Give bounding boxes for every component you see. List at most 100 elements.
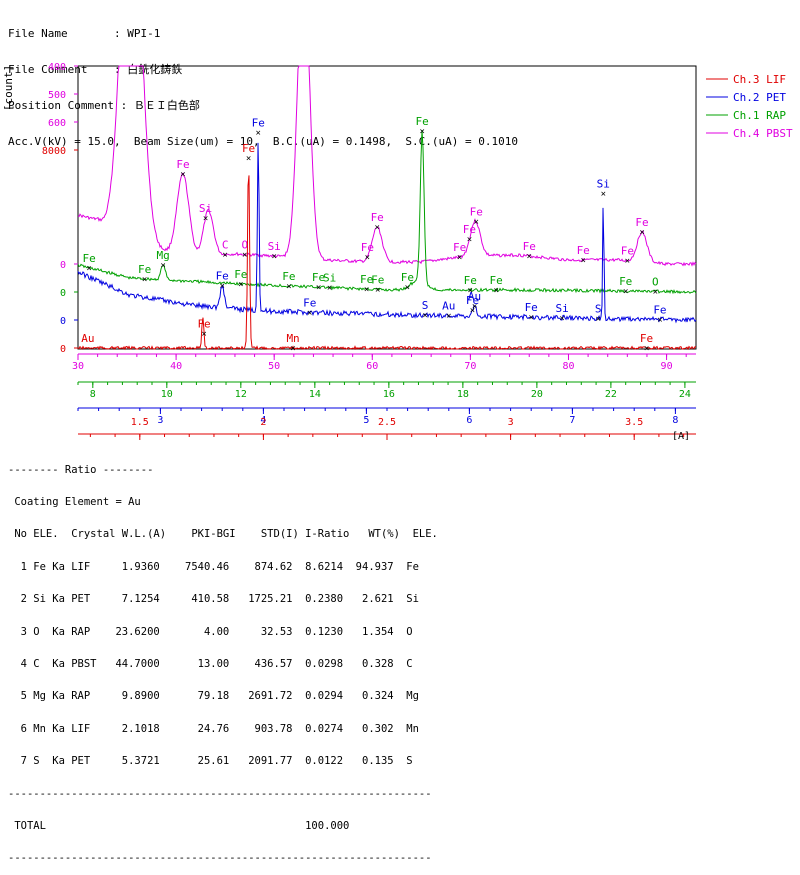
peak-label: Fe (525, 301, 538, 314)
peak-marker: × (457, 253, 462, 263)
peak-label: Fe (82, 252, 95, 265)
peak-marker: × (419, 127, 424, 137)
x-tick-label: 50 (268, 361, 280, 372)
x-tick-label: 7 (569, 415, 575, 426)
x-tick-label: 14 (309, 389, 321, 400)
x-unit-label: [A] (672, 431, 690, 440)
peak-marker: × (246, 154, 251, 164)
series-line (77, 65, 697, 267)
peak-label: Mg (156, 249, 169, 262)
peak-marker: × (365, 253, 370, 263)
peak-label: Si (555, 302, 568, 315)
peak-label: Fe (640, 332, 653, 345)
y-baseline-label: 0 (60, 344, 66, 355)
peak-label: Fe (490, 274, 503, 287)
x-tick-label: 3 (508, 417, 514, 428)
peak-marker: × (327, 284, 332, 294)
peak-label: Fe (371, 274, 384, 287)
table-row: 6 Mn Ka LIF 2.1018 24.76 903.78 0.0274 0… (8, 722, 419, 735)
peak-label: Fe (401, 271, 414, 284)
x-tick-label: 24 (679, 389, 691, 400)
peak-marker: × (374, 223, 379, 233)
peak-marker: × (160, 261, 165, 271)
y-tick-label: 8000 (42, 146, 66, 157)
position-comment-line: Position Comment : ＢＥＩ白色部 (8, 99, 200, 112)
peak-label: Fe (197, 317, 210, 330)
peak-label: Fe (371, 211, 384, 224)
peak-label: Fe (282, 270, 295, 283)
peak-label: Fe (252, 117, 265, 130)
peak-marker: × (657, 315, 662, 325)
peak-marker: × (316, 283, 321, 293)
peak-marker: × (639, 228, 644, 238)
x-tick-label: 70 (464, 361, 476, 372)
peak-marker: × (219, 282, 224, 292)
peak-marker: × (290, 344, 295, 354)
peak-marker: × (422, 311, 427, 321)
peak-label: Si (268, 240, 281, 253)
y-tick-label: 600 (48, 118, 66, 129)
peak-marker: × (472, 302, 477, 312)
peak-marker: × (307, 308, 312, 318)
peak-label: Si (323, 272, 336, 285)
peak-marker: × (446, 312, 451, 322)
x-tick-label: 12 (235, 389, 247, 400)
peak-label: Au (442, 300, 455, 313)
peak-label: Si (597, 178, 610, 191)
peak-label: Fe (312, 271, 325, 284)
x-tick-label: 2 (260, 417, 266, 428)
peak-label: Mn (286, 332, 299, 345)
peak-marker: × (528, 313, 533, 323)
x-tick-label: 18 (457, 389, 469, 400)
series-line (77, 142, 697, 324)
peak-label: Fe (577, 244, 590, 257)
table-row: 3 O Ka RAP 23.6200 4.00 32.53 0.1230 1.3… (8, 625, 413, 638)
x-tick-label: 5 (363, 415, 369, 426)
table-row: 7 S Ka PET 5.3721 25.61 2091.77 0.0122 0… (8, 755, 413, 768)
table-row: 4 C Ka PBST 44.7000 13.00 436.57 0.0298 … (8, 657, 413, 670)
legend-entry: Ch.3 LIF (733, 73, 786, 86)
y-tick-label: 500 (48, 90, 66, 101)
ratio-heading: -------- Ratio -------- (8, 463, 154, 476)
series-line (77, 175, 696, 351)
y-baseline-label: 0 (60, 316, 66, 327)
x-tick-label: 3 (157, 415, 163, 426)
peak-marker: × (405, 283, 410, 293)
peak-label: Fe (464, 274, 477, 287)
x-tick-label: 3.5 (625, 417, 643, 428)
coating-element-line: Coating Element = Au (8, 495, 141, 508)
peak-marker: × (580, 256, 585, 266)
legend-entry: Ch.2 PET (733, 91, 786, 104)
peak-label: Fe (234, 268, 247, 281)
y-baseline-label: 0 (60, 260, 66, 271)
y-axis-label: [count] (2, 65, 15, 111)
peak-marker: × (470, 306, 475, 316)
peak-label: Fe (453, 241, 466, 254)
peak-marker: × (201, 329, 206, 339)
peak-label: S (595, 302, 602, 315)
file-name-line: File Name : WPI-1 (8, 27, 161, 40)
file-info-header: File Name : WPI-1 File Comment : 白銑化鋳鉄 P… (8, 4, 518, 160)
peak-marker: × (238, 280, 243, 290)
peak-label: Fe (360, 273, 373, 286)
peak-marker: × (364, 285, 369, 295)
peak-marker: × (180, 170, 185, 180)
peak-label: S (422, 299, 429, 312)
table-row: 5 Mg Ka RAP 9.8900 79.18 2691.72 0.0294 … (8, 690, 419, 703)
x-tick-label: 8 (90, 389, 96, 400)
acquisition-conditions-line: Acc.V(kV) = 15.0, Beam Size(um) = 10, B.… (8, 135, 518, 148)
peak-label: Fe (303, 296, 316, 309)
peak-label: Fe (242, 142, 255, 155)
peak-label: Fe (361, 241, 374, 254)
peak-marker: × (222, 250, 227, 260)
peak-label: Au (81, 332, 94, 345)
peak-label: Fe (619, 275, 632, 288)
table-header-row: No ELE. Crystal W.L.(A) PKI-BGI STD(I) I… (8, 528, 438, 541)
peak-label: Au (468, 290, 481, 303)
x-tick-label: 40 (170, 361, 182, 372)
legend-entry: Ch.1 RAP (733, 109, 786, 122)
peak-marker: × (86, 264, 91, 274)
table-row: 2 Si Ka PET 7.1254 410.58 1725.21 0.2380… (8, 593, 419, 606)
quantitative-results-table: -------- Ratio -------- Coating Element … (8, 443, 438, 875)
peak-label: Fe (416, 115, 429, 128)
